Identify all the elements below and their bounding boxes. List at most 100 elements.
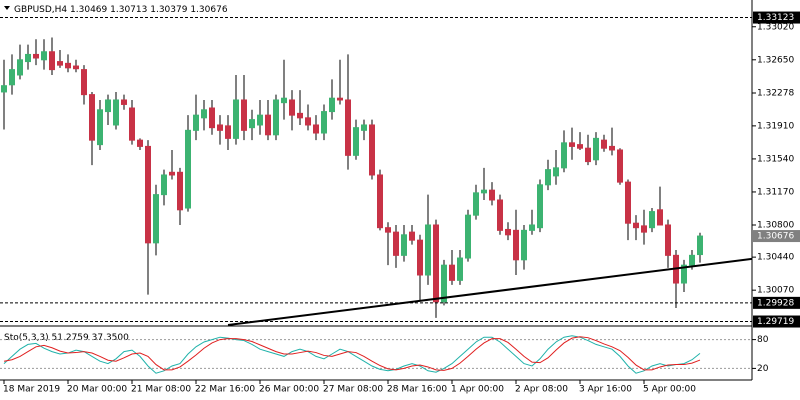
candle-body xyxy=(529,224,535,231)
candle-body xyxy=(449,264,455,281)
candle-body xyxy=(481,189,487,194)
candle-body xyxy=(153,194,159,244)
symbol-menu-arrow xyxy=(4,6,10,10)
level-label: 1.29928 xyxy=(757,298,794,308)
candle-body xyxy=(57,61,63,66)
x-tick-label: 20 Mar 00:00 xyxy=(67,385,127,395)
candle-body xyxy=(273,99,279,136)
candle-body xyxy=(545,169,551,186)
current-price-box xyxy=(753,230,800,243)
candle-body xyxy=(433,224,439,303)
candle-body xyxy=(105,99,111,113)
candle-body xyxy=(225,125,231,139)
candle-body xyxy=(337,97,343,101)
candle-body xyxy=(505,228,511,236)
candle-body xyxy=(241,99,247,131)
x-tick-label: 21 Mar 08:00 xyxy=(131,385,191,395)
level-label-box xyxy=(753,11,800,24)
candle-body xyxy=(41,51,47,61)
candle-body xyxy=(465,214,471,259)
candle-body xyxy=(321,111,327,134)
candle-body xyxy=(97,109,103,146)
candle-body xyxy=(393,231,399,256)
x-tick-label: 1 Apr 00:00 xyxy=(451,385,504,395)
candle-body xyxy=(121,99,127,105)
current-price-label: 1.30676 xyxy=(757,232,794,242)
candle-body xyxy=(65,62,71,69)
y-tick-label: 80 xyxy=(757,335,769,345)
candle-body xyxy=(489,189,495,201)
low: 1.30379 xyxy=(150,5,187,15)
y-tick-label: 1.30070 xyxy=(757,286,794,296)
candle-body xyxy=(353,127,359,156)
trendline xyxy=(227,257,752,326)
candle-body xyxy=(665,224,671,256)
candle-body xyxy=(233,99,239,139)
candle-body xyxy=(33,53,39,59)
x-tick-label: 28 Mar 16:00 xyxy=(387,385,447,395)
candle-body xyxy=(425,224,431,276)
candle-body xyxy=(457,257,463,281)
y-tick-label: 1.31170 xyxy=(757,187,794,197)
candle-body xyxy=(185,129,191,209)
symbol-header: GBPUSD,H4 1.30469 1.30713 1.30379 1.3067… xyxy=(14,5,228,15)
candle-body xyxy=(537,184,543,229)
candle-body xyxy=(385,227,391,233)
candle-body xyxy=(73,65,79,70)
x-tick-label: 18 Mar 2019 xyxy=(3,385,60,395)
candle-body xyxy=(369,124,375,176)
symbol: GBPUSD,H4 xyxy=(14,5,67,15)
candle-body xyxy=(593,137,599,161)
candle-body xyxy=(9,69,15,86)
stochastic-line xyxy=(3,336,701,371)
y-tick-label: 1.30800 xyxy=(757,220,794,230)
candle-body xyxy=(25,53,31,63)
x-tick-label: 3 Apr 16:00 xyxy=(579,385,632,395)
candle-body xyxy=(609,145,615,151)
candle-body xyxy=(289,99,295,116)
candle-body xyxy=(553,167,559,177)
candle-body xyxy=(113,99,119,126)
candle-body xyxy=(569,142,575,147)
candle-body xyxy=(417,239,423,276)
candle-body xyxy=(689,254,695,266)
level-label: 1.29719 xyxy=(757,317,794,327)
x-tick-label: 22 Mar 16:00 xyxy=(195,385,255,395)
y-tick-label: 20 xyxy=(757,364,769,374)
x-tick-label: 26 Mar 00:00 xyxy=(259,385,319,395)
stochastic-line xyxy=(3,335,701,374)
candle-body xyxy=(585,147,591,163)
close: 1.30676 xyxy=(190,5,227,15)
candle-body xyxy=(169,171,175,176)
candle-body xyxy=(601,139,607,149)
candle-body xyxy=(265,114,271,136)
candle-body xyxy=(497,199,503,231)
candle-body xyxy=(513,229,519,261)
candle-body xyxy=(633,222,639,229)
y-tick-label: 1.30440 xyxy=(757,253,794,263)
candle-body xyxy=(409,231,415,241)
candle-body xyxy=(625,181,631,224)
candle-body xyxy=(89,94,95,141)
candle-body xyxy=(257,114,263,126)
candle-body xyxy=(81,69,87,96)
x-tick-label: 2 Apr 08:00 xyxy=(515,385,568,395)
indicator-header: Sto(5,3,3) 51.2759 37.3500 xyxy=(4,333,129,343)
candle-body xyxy=(137,139,143,147)
candle-body xyxy=(641,225,647,233)
y-tick-label: 1.33020 xyxy=(757,22,794,32)
candle-body xyxy=(697,235,703,256)
candle-body xyxy=(281,97,287,104)
candle-body xyxy=(193,114,199,131)
y-tick-label: 1.32278 xyxy=(757,89,794,99)
signal-value: 37.3500 xyxy=(92,333,129,343)
open: 1.30469 xyxy=(70,5,107,15)
candle-body xyxy=(657,209,663,226)
x-tick-label: 27 Mar 08:00 xyxy=(323,385,383,395)
y-tick-label: 1.31540 xyxy=(757,154,794,164)
indicator-name: Sto(5,3,3) xyxy=(4,333,49,343)
y-tick-label: 1.32650 xyxy=(757,55,794,65)
candle-body xyxy=(401,234,407,256)
